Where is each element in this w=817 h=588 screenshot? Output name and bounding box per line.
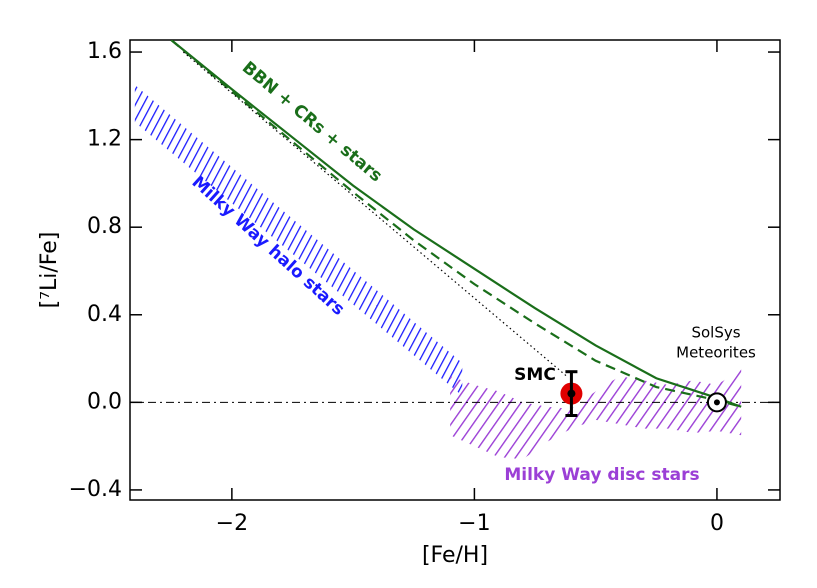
annotation: BBN + CRs + stars [238,58,386,187]
series-line [170,40,742,408]
annotation: Meteorites [676,344,756,362]
x-tick-label: −2 [216,511,248,536]
annotation: SMC [514,365,556,385]
y-tick-label: 1.2 [87,127,122,152]
y-tick-label: 0.4 [87,302,122,327]
smc-center [567,389,576,398]
x-tick-label: −1 [458,511,490,536]
y-tick-label: −0.4 [69,477,122,502]
sun-dot [713,399,720,406]
plot-area [130,40,780,460]
y-tick-label: 0.0 [87,389,122,414]
annotation: SolSys [691,324,740,342]
y-tick-label: 0.8 [87,214,122,239]
annotation: Milky Way disc stars [504,465,699,485]
y-axis-label: [⁷Li/Fe] [37,232,62,309]
series-line [170,40,742,408]
y-tick-label: 1.6 [87,39,122,64]
hatched-band [450,369,742,460]
hatched-band [134,84,463,396]
x-tick-label: 0 [710,511,724,536]
x-axis-label: [Fe/H] [422,543,488,568]
plot-frame [129,39,781,501]
